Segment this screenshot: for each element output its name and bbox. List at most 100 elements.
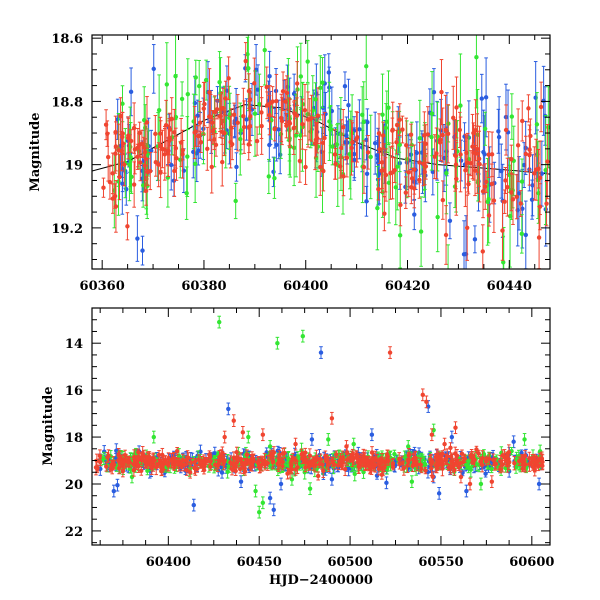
top-data-point xyxy=(409,176,415,181)
top-series-2-point xyxy=(514,174,519,220)
top-data-point xyxy=(482,152,487,157)
top-series-2-point xyxy=(217,100,223,133)
top-data-point xyxy=(193,75,198,80)
top-series-2-point xyxy=(117,154,122,201)
top-data-point xyxy=(320,80,325,85)
top-series-2-point xyxy=(167,112,173,147)
bottom-data-point xyxy=(519,450,524,456)
top-data-point xyxy=(538,104,544,110)
top-series-2-point xyxy=(344,138,350,178)
top-series-2-point xyxy=(491,168,497,233)
top-series-2-point xyxy=(113,133,118,174)
top-series-0-point xyxy=(169,139,174,191)
top-data-point xyxy=(523,232,528,238)
top-data-point xyxy=(140,248,145,253)
bottom-data-point xyxy=(114,448,119,453)
top-series-1-point xyxy=(262,35,267,86)
bottom-data-point xyxy=(536,481,542,487)
top-series-2-point xyxy=(480,164,486,219)
bottom-series-0-point xyxy=(464,484,469,498)
top-data-point xyxy=(141,144,146,150)
top-data-point xyxy=(293,133,299,138)
top-data-point xyxy=(291,91,297,97)
top-series-2-point xyxy=(322,112,327,164)
top-series-2-point xyxy=(318,138,323,196)
top-data-point xyxy=(444,170,449,176)
top-data-point xyxy=(277,152,283,157)
top-data-point xyxy=(294,81,300,86)
top-data-point xyxy=(349,145,354,151)
top-data-point xyxy=(103,122,109,127)
top-series-1-point xyxy=(233,182,238,220)
top-series-2-point xyxy=(523,135,529,173)
top-data-point xyxy=(153,131,158,137)
top-data-point xyxy=(474,54,479,60)
top-series-2-point xyxy=(148,151,153,191)
top-data-point xyxy=(510,197,516,202)
top-series-0-point xyxy=(342,71,348,102)
top-series-2-point xyxy=(432,134,437,180)
top-series-0-point xyxy=(244,98,249,141)
top-data-point xyxy=(515,143,521,148)
bottom-data-point xyxy=(115,482,120,488)
top-data-point xyxy=(458,158,464,163)
top-data-point xyxy=(536,235,542,240)
top-series-2-point xyxy=(451,85,456,150)
top-series-0-point xyxy=(234,152,239,182)
top-series-2-point xyxy=(454,142,459,216)
top-series-2-point xyxy=(303,149,308,185)
top-data-point xyxy=(379,168,384,173)
top-data-point xyxy=(394,139,399,145)
top-data-point xyxy=(222,130,227,136)
top-data-point xyxy=(160,146,165,152)
top-data-point xyxy=(201,106,206,111)
bottom-data-point xyxy=(449,434,455,440)
top-series-2-point xyxy=(383,157,388,193)
top-data-point xyxy=(491,198,497,203)
bottom-series-0-point xyxy=(111,484,117,498)
top-data-point xyxy=(397,117,402,122)
top-data-point xyxy=(184,190,189,196)
top-data-point xyxy=(272,126,277,132)
top-data-point xyxy=(143,156,148,161)
top-data-point xyxy=(350,140,355,145)
bottom-data-point xyxy=(278,481,284,487)
top-data-point xyxy=(503,178,508,183)
top-data-point xyxy=(138,160,143,165)
top-data-point xyxy=(207,90,212,95)
top-series-2-point xyxy=(143,176,149,206)
top-data-point xyxy=(110,196,116,201)
bottom-series-0-point xyxy=(483,469,488,478)
top-data-point xyxy=(386,105,391,110)
top-data-point xyxy=(313,97,318,102)
top-data-point xyxy=(384,119,390,124)
top-series-2-point xyxy=(520,100,525,142)
top-data-point xyxy=(305,59,310,64)
top-series-2-point xyxy=(300,98,305,150)
top-series-2-point xyxy=(212,95,218,129)
top-series-2-point xyxy=(528,118,533,154)
top-data-point xyxy=(143,188,149,194)
top-data-point xyxy=(303,164,308,170)
top-series-2-point xyxy=(440,180,446,220)
top-data-point xyxy=(217,79,222,85)
top-data-point xyxy=(392,168,397,173)
bottom-series-0-point xyxy=(309,433,315,446)
top-data-point xyxy=(209,164,214,170)
top-series-1-point xyxy=(375,165,380,251)
top-series-0-point xyxy=(365,108,370,137)
bottom-series-0-point xyxy=(318,346,324,359)
top-series-2-point xyxy=(110,152,115,195)
top-data-point xyxy=(443,232,449,238)
top-data-point xyxy=(248,114,253,119)
top-series-2-point xyxy=(135,127,141,168)
top-data-point xyxy=(527,152,532,158)
bottom-series-0-point xyxy=(238,475,244,489)
top-series-2-point xyxy=(248,91,253,142)
top-data-point xyxy=(480,249,485,254)
bottom-series-0-point xyxy=(271,503,276,517)
top-data-point xyxy=(454,105,459,110)
top-data-point xyxy=(454,176,459,182)
top-data-point xyxy=(486,213,492,218)
bottom-data-point xyxy=(329,477,335,482)
